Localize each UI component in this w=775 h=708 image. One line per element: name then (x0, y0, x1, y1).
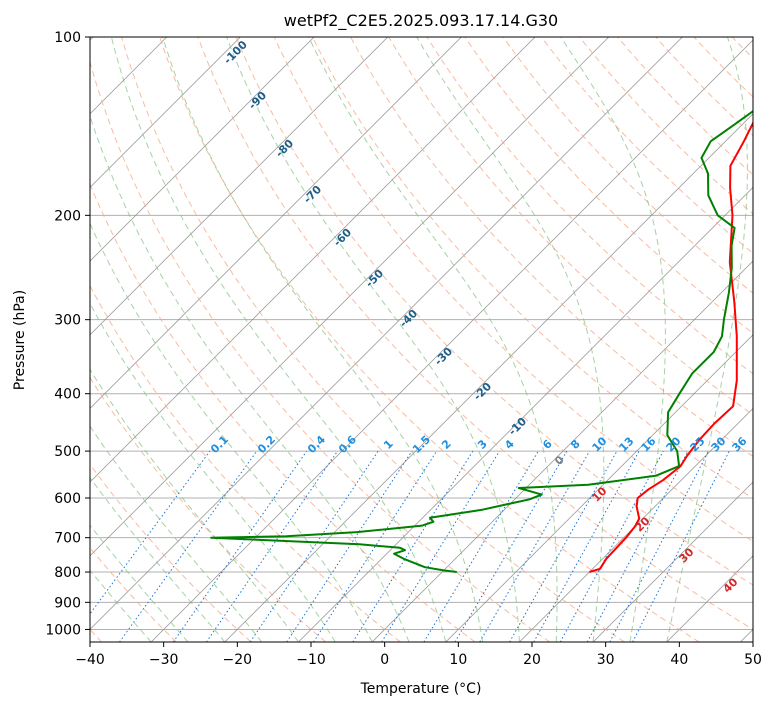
pressure-gridlines (90, 37, 753, 630)
moist-adiabat-line (90, 425, 262, 642)
moist-adiabat-line (90, 114, 410, 642)
x-axis-ticks: −40 −30 −20 −10 0 10 20 30 40 50 (75, 642, 762, 668)
moist-adiabat-line (226, 37, 520, 642)
dry-adiabat-line (502, 37, 753, 294)
dry-adiabat-line (90, 376, 327, 642)
isotherm-line (90, 37, 241, 189)
y-tick-label: 300 (54, 313, 81, 329)
x-tick-label: 0 (380, 652, 389, 668)
x-tick-label: −30 (149, 652, 179, 668)
mixing-ratio-line (509, 450, 618, 642)
y-tick-label: 900 (54, 595, 81, 611)
y-tick-label: 600 (54, 491, 81, 507)
x-tick-label: 30 (597, 652, 615, 668)
x-tick-label: 50 (744, 652, 762, 668)
moist-adiabat-line (90, 222, 373, 642)
x-tick-label: 10 (449, 652, 467, 668)
isotherm-line (150, 39, 753, 642)
y-axis-label: Pressure (hPa) (12, 290, 28, 390)
isotherm-line (371, 260, 753, 642)
isotherm-line (519, 407, 753, 642)
dry-adiabat-line (311, 37, 753, 500)
chart-title: wetPf2_C2E5.2025.093.17.14.G30 (284, 11, 558, 31)
moist-adiabat-line (90, 476, 226, 642)
dry-adiabat-line (121, 37, 625, 642)
mixing-ratio-line (559, 450, 664, 642)
moist-adiabat-line (110, 37, 447, 642)
dry-adiabat-lines (90, 37, 775, 642)
moist-adiabat-line (666, 37, 748, 642)
mixing-ratio-line (313, 450, 438, 642)
x-axis-label: Temperature (°C) (360, 681, 482, 697)
y-axis-ticks: 100 200 300 400 500 600 700 800 900 1000 (45, 30, 90, 638)
dry-adiabat-line (235, 37, 753, 586)
dry-adiabat-line (273, 37, 753, 543)
mixing-ratio-line (533, 450, 640, 642)
dry-adiabat-line (770, 37, 775, 642)
y-tick-label: 100 (54, 30, 81, 46)
plot-frame (89, 36, 754, 643)
mixing-ratio-line (205, 450, 338, 642)
isotherm-line (592, 481, 753, 642)
x-tick-label: −10 (296, 652, 326, 668)
mixing-ratio-line (423, 450, 539, 642)
moist-adiabat-line (560, 37, 666, 642)
mixing-ratio-line (352, 450, 474, 642)
isotherm-line (90, 37, 536, 483)
mixing-ratio-line (172, 450, 308, 642)
isotherm-line (90, 37, 462, 410)
y-tick-label: 700 (54, 531, 81, 547)
isotherm-line (90, 37, 610, 557)
dry-adiabat-line (159, 37, 700, 642)
isotherm-line (90, 37, 315, 262)
profile-line (589, 120, 753, 573)
isotherm-line (224, 113, 753, 642)
x-tick-label: −40 (75, 652, 105, 668)
isotherm-line (90, 37, 389, 336)
y-tick-label: 400 (54, 387, 81, 403)
x-tick-label: 20 (523, 652, 541, 668)
moist-adiabat-line (90, 302, 336, 642)
dry-adiabat-line (90, 463, 252, 642)
y-tick-label: 1000 (45, 622, 81, 638)
mixing-ratio-line (479, 450, 591, 642)
mixing-ratio-lines (90, 450, 730, 642)
moist-adiabat-line (162, 37, 484, 642)
mixing-ratio-line (454, 450, 568, 642)
mixing-ratio-line (381, 450, 500, 642)
x-tick-label: −20 (223, 652, 253, 668)
y-tick-label: 800 (54, 565, 81, 581)
y-tick-label: 500 (54, 444, 81, 460)
profile-series (210, 109, 753, 573)
dry-adiabat-line (90, 60, 551, 642)
y-tick-label: 200 (54, 208, 81, 224)
x-tick-label: 40 (670, 652, 688, 668)
isotherm-line (445, 334, 753, 642)
profile-line (210, 109, 753, 573)
plot-area: -100-90-80-70-60-50-40-30-20-10010203040… (90, 37, 775, 642)
moist-adiabat-line (90, 368, 299, 642)
moist-adiabat-line (90, 569, 152, 642)
moist-adiabat-line (90, 524, 189, 642)
moist-adiabat-line (416, 37, 605, 642)
